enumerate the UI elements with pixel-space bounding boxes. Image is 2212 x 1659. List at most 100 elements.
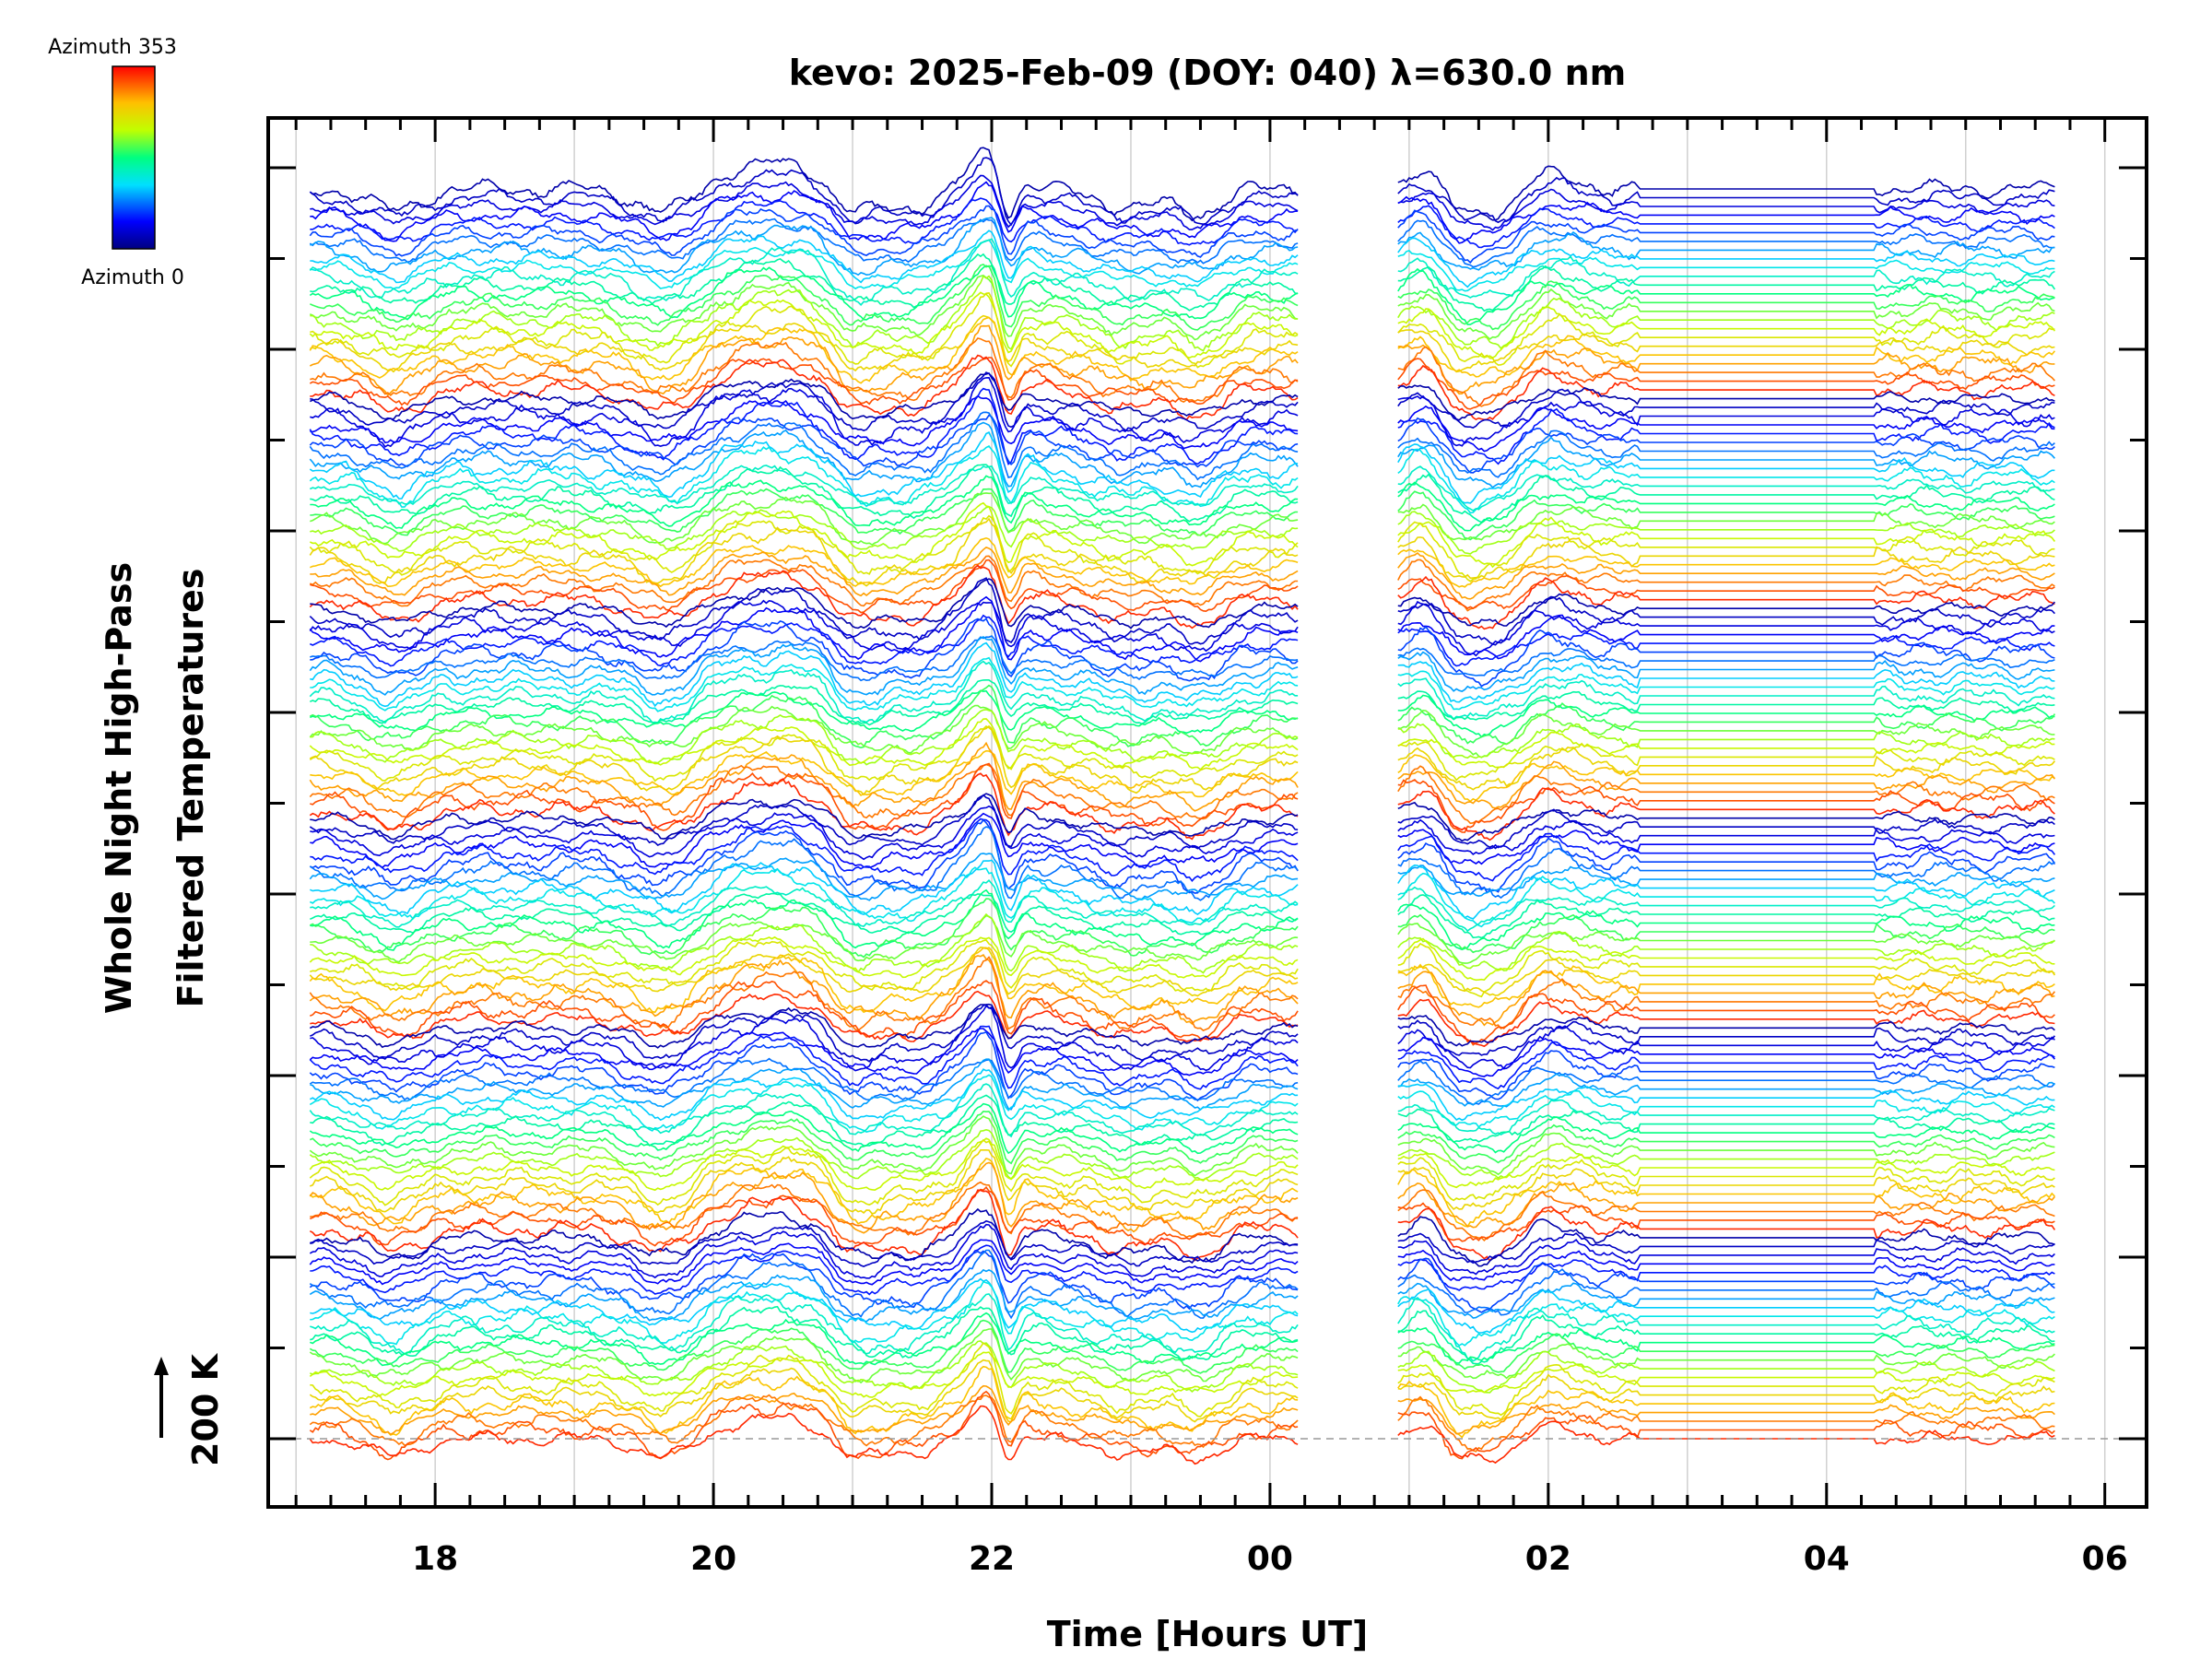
trace-line: [309, 1249, 2055, 1320]
trace-line: [309, 725, 2055, 782]
trace-line: [310, 488, 2055, 541]
trace-line: [310, 1312, 2055, 1367]
trace-line: [309, 1365, 2055, 1439]
trace-line: [310, 980, 2055, 1046]
trace-line: [309, 1189, 2056, 1263]
trace-line: [309, 660, 2055, 724]
trace-line: [310, 1342, 2055, 1418]
trace-line: [309, 444, 2055, 514]
trace-line: [310, 1149, 2055, 1215]
trace-line: [309, 265, 2055, 325]
trace-line: [309, 853, 2055, 901]
trace-line: [309, 291, 2056, 359]
trace-line: [309, 1340, 2055, 1394]
trace-line: [310, 229, 2055, 288]
trace-line: [310, 818, 2056, 882]
trace-line: [310, 1058, 2055, 1112]
x-tick-label: 04: [1804, 1540, 1850, 1578]
trace-line: [309, 1102, 2055, 1155]
trace-line: [310, 1384, 2055, 1436]
trace-line: [309, 1028, 2056, 1077]
trace-line: [309, 514, 2055, 582]
trace-line: [310, 275, 2055, 352]
trace-line: [310, 1280, 2055, 1347]
trace-line: [309, 275, 2055, 341]
trace-line: [310, 879, 2055, 933]
colorbar: [112, 65, 156, 250]
trace-line: [310, 253, 2056, 312]
trace-line: [309, 1138, 2055, 1206]
trace-line: [309, 1068, 2055, 1122]
trace-line: [309, 1359, 2055, 1423]
trace-line: [309, 684, 2056, 749]
trace-line: [309, 1004, 2056, 1063]
scale-label: 200 K: [185, 1352, 226, 1466]
trace-line: [309, 238, 2055, 306]
trace-line: [310, 197, 2055, 249]
trace-line: [309, 411, 2055, 481]
trace-line: [310, 749, 2055, 803]
trace-line: [309, 1161, 2056, 1234]
trace-line: [310, 546, 2055, 600]
trace-line: [309, 595, 2055, 663]
trace-line: [310, 1219, 2055, 1267]
trace-line: [309, 421, 2055, 488]
trace-line: [309, 1137, 2055, 1192]
trace-line: [310, 656, 2055, 712]
y-axis-label-line2: Filtered Temperatures: [171, 569, 211, 1008]
trace-line: [310, 990, 2055, 1048]
trace-line: [309, 935, 2055, 982]
chart-title: kevo: 2025-Feb-09 (DOY: 040) λ=630.0 nm: [789, 53, 1627, 93]
trace-line: [309, 1110, 2055, 1165]
trace-line: [309, 387, 2055, 465]
trace-line: [309, 859, 2055, 920]
trace-line: [309, 953, 2055, 1027]
trace-line: [309, 724, 2056, 796]
trace-line: [309, 1115, 2055, 1177]
plot-frame: [266, 116, 2148, 1509]
trace-line: [309, 866, 2055, 928]
trace-line: [309, 316, 2056, 384]
colorbar-bottom-label: Azimuth 0: [81, 266, 184, 289]
colorbar-top-label: Azimuth 353: [48, 36, 177, 59]
trace-line: [309, 1268, 2055, 1323]
trace-group: [309, 147, 2056, 1465]
trace-line: [310, 337, 2055, 407]
axis-ticks: [268, 118, 2147, 1507]
trace-line: [310, 939, 2055, 998]
trace-line: [310, 709, 2055, 766]
trace-line: [309, 772, 2055, 841]
trace-line: [309, 1394, 2055, 1453]
trace-line: [310, 1305, 2055, 1365]
trace-line: [309, 794, 2055, 850]
trace-line: [310, 762, 2055, 833]
trace-line: [309, 898, 2055, 959]
trace-line: [309, 577, 2055, 646]
trace-line: [309, 1351, 2055, 1398]
x-tick-label: 22: [969, 1540, 1015, 1578]
grid-lines: [295, 118, 2106, 1507]
trace-line: [309, 1025, 2055, 1090]
trace-line: [310, 394, 2055, 453]
trace-line: [310, 812, 2055, 869]
x-tick-label: 00: [1247, 1540, 1293, 1578]
trace-line: [310, 888, 2055, 951]
trace-line: [309, 218, 2055, 268]
trace-line: [309, 555, 2055, 612]
trace-line: [309, 324, 2055, 396]
trace-line: [310, 635, 2055, 682]
trace-line: [309, 1157, 2055, 1228]
trace-line: [310, 464, 2055, 524]
trace-line: [310, 1207, 2055, 1267]
y-axis-label-line1: Whole Night High-Pass: [99, 562, 139, 1014]
trace-line: [310, 1293, 2055, 1362]
trace-line: [309, 372, 2055, 421]
trace-line: [309, 1223, 2055, 1279]
x-tick-labels: 18 20 22 00 02 04 06: [412, 1540, 2128, 1578]
trace-line: [310, 376, 2055, 448]
trace-line: [309, 892, 2055, 939]
trace-line: [310, 1005, 2055, 1072]
x-axis-label: Time [Hours UT]: [1047, 1614, 1369, 1654]
trace-line: [309, 1328, 2055, 1384]
trace-line: [310, 578, 2056, 629]
